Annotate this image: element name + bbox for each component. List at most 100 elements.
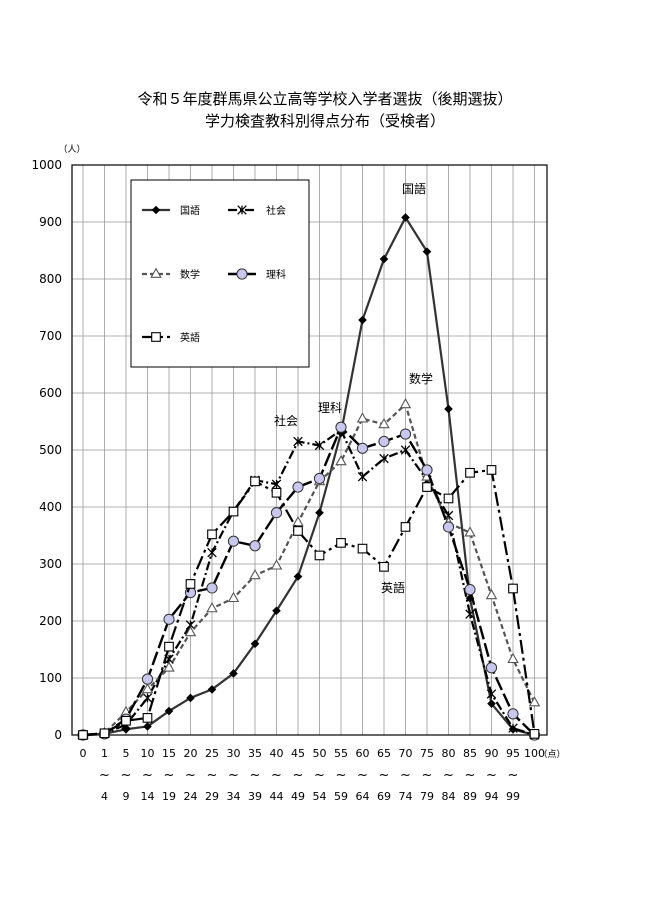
data-point [528, 696, 541, 707]
data-point [272, 606, 281, 616]
data-point [487, 699, 496, 708]
y-tick-label: 100 [39, 671, 62, 685]
x-tick-label-from: 65 [377, 747, 391, 760]
y-tick-label: 1000 [31, 158, 62, 172]
data-point [400, 445, 411, 455]
data-point [465, 609, 475, 619]
data-point [141, 673, 154, 685]
data-point [163, 613, 175, 625]
title-line-2: 学力検査教科別得点分布（受検者） [204, 112, 445, 130]
x-tick-label-from: 70 [399, 747, 413, 760]
data-point [207, 685, 217, 694]
data-point [379, 453, 389, 464]
data-point [315, 508, 324, 517]
series-annotation: 数学 [409, 371, 433, 386]
x-tick-label-from: 40 [270, 747, 284, 760]
x-tick-separator: ~ [443, 768, 454, 783]
x-tick-separator: ~ [271, 768, 282, 783]
x-tick-separator: ~ [185, 768, 196, 783]
data-point [422, 247, 432, 256]
data-point [421, 464, 433, 476]
y-tick-label: 600 [39, 386, 62, 400]
x-tick-label-to: 49 [291, 790, 305, 803]
x-tick-label-from: 85 [463, 747, 477, 760]
series-annotation: 英語 [381, 580, 405, 595]
data-point [507, 652, 519, 664]
legend-label: 理科 [266, 268, 286, 281]
plot-area-border [71, 164, 548, 736]
data-point [357, 472, 368, 482]
x-tick-label-from: 80 [442, 747, 456, 760]
x-tick-separator: ~ [357, 768, 368, 783]
x-tick-label-from: 95 [506, 747, 520, 760]
x-tick-separator: ~ [314, 768, 325, 783]
y-tick-label: 500 [39, 443, 62, 457]
legend-item: 数学 [142, 267, 200, 281]
data-point [293, 436, 303, 447]
y-axis-unit: （人） [58, 144, 85, 155]
x-tick-label-from: 35 [248, 747, 262, 760]
data-point [228, 506, 239, 517]
data-point [293, 572, 303, 581]
x-tick-label-from: 90 [485, 747, 499, 760]
data-point [465, 467, 475, 478]
data-point [485, 588, 498, 600]
data-point [422, 482, 432, 492]
data-point [249, 568, 261, 580]
data-point [400, 522, 411, 532]
x-tick-label-from: 50 [313, 747, 327, 760]
y-tick-label: 700 [39, 329, 62, 343]
x-tick-label-to: 54 [313, 790, 327, 803]
x-tick-label-to: 79 [420, 790, 434, 803]
x-tick-label-to: 74 [399, 790, 413, 803]
data-point [164, 706, 174, 716]
data-point [150, 267, 162, 278]
data-point [357, 543, 368, 554]
data-point [379, 561, 389, 572]
data-point [163, 661, 175, 672]
data-point [314, 440, 325, 451]
data-point [186, 693, 195, 703]
x-tick-separator: ~ [465, 768, 476, 783]
x-tick-separator: ~ [164, 768, 175, 783]
y-tick-label: 800 [39, 272, 62, 286]
x-tick-label-to: 39 [248, 790, 262, 803]
data-point [270, 559, 283, 570]
y-tick-label: 400 [39, 500, 62, 514]
x-tick-separator: ~ [400, 768, 411, 783]
data-point [164, 641, 174, 652]
series-annotation: 国語 [402, 181, 426, 196]
data-point [184, 625, 197, 637]
data-point [227, 591, 240, 603]
data-point [121, 715, 131, 726]
data-point [249, 540, 261, 552]
x-tick-label-from: 45 [291, 747, 305, 760]
x-tick-label-from: 25 [205, 747, 219, 760]
data-point [142, 693, 153, 703]
data-point [99, 728, 110, 739]
data-point [486, 465, 497, 475]
series-5 [78, 465, 540, 740]
data-point [314, 550, 325, 561]
series-line [82, 216, 535, 737]
series-line [82, 468, 536, 737]
data-point [143, 722, 152, 731]
series-annotation: 社会 [274, 413, 298, 428]
y-tick-label: 300 [39, 557, 62, 571]
series-line [82, 428, 535, 737]
x-tick-separator: ~ [121, 768, 132, 783]
x-tick-separator: ~ [508, 768, 519, 783]
x-axis-unit: （点） [538, 749, 565, 760]
x-tick-label-to: 34 [227, 790, 241, 803]
data-point [142, 713, 153, 723]
data-point [335, 454, 347, 466]
x-tick-label-to: 9 [123, 790, 130, 803]
x-tick-label-from: 30 [227, 747, 241, 760]
data-point [336, 538, 346, 548]
legend-item: 英語 [142, 331, 200, 344]
data-point [508, 723, 518, 733]
data-point [151, 332, 161, 342]
data-point [271, 479, 282, 489]
data-point [184, 586, 197, 599]
